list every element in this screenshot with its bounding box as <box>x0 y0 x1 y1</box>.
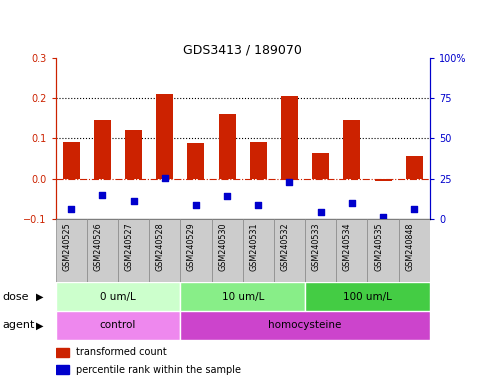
Point <box>99 192 106 198</box>
Text: GSM240527: GSM240527 <box>125 223 133 271</box>
Bar <box>180 282 305 311</box>
Bar <box>56 219 87 282</box>
Text: GSM240528: GSM240528 <box>156 223 165 271</box>
Text: GSM240526: GSM240526 <box>93 223 102 271</box>
Text: GSM240532: GSM240532 <box>281 223 289 271</box>
Bar <box>118 219 149 282</box>
Bar <box>63 142 80 179</box>
Text: GSM240531: GSM240531 <box>249 223 258 271</box>
Bar <box>336 219 368 282</box>
Bar <box>218 114 236 179</box>
Bar <box>56 311 180 340</box>
Bar <box>281 96 298 179</box>
Point <box>317 209 325 215</box>
Text: ▶: ▶ <box>36 320 44 331</box>
Bar <box>274 219 305 282</box>
Bar <box>406 156 423 179</box>
Point <box>348 200 356 206</box>
Bar <box>56 348 69 357</box>
Point <box>129 198 137 204</box>
Text: GSM240525: GSM240525 <box>62 223 71 271</box>
Text: GSM240530: GSM240530 <box>218 223 227 271</box>
Bar <box>212 219 242 282</box>
Bar <box>156 94 173 179</box>
Text: percentile rank within the sample: percentile rank within the sample <box>76 364 241 375</box>
Bar <box>343 120 360 179</box>
Bar <box>312 153 329 179</box>
Text: ▶: ▶ <box>36 291 44 302</box>
Text: GSM240533: GSM240533 <box>312 223 321 271</box>
Point <box>192 202 200 208</box>
Text: GSM240534: GSM240534 <box>343 223 352 271</box>
Text: GSM240848: GSM240848 <box>405 223 414 271</box>
Text: homocysteine: homocysteine <box>269 320 342 331</box>
Bar <box>94 120 111 179</box>
Bar <box>398 219 430 282</box>
Text: GSM240529: GSM240529 <box>187 223 196 271</box>
Text: control: control <box>100 320 136 331</box>
Bar <box>305 282 430 311</box>
Bar <box>374 179 392 180</box>
Point <box>161 175 169 181</box>
Point <box>67 206 75 212</box>
Point <box>285 179 293 185</box>
Title: GDS3413 / 189070: GDS3413 / 189070 <box>183 43 302 56</box>
Bar <box>149 219 180 282</box>
Point <box>379 214 387 220</box>
Text: agent: agent <box>2 320 35 331</box>
Bar <box>250 142 267 179</box>
Bar <box>187 143 204 179</box>
Point <box>255 202 262 208</box>
Bar <box>180 311 430 340</box>
Text: dose: dose <box>2 291 29 302</box>
Text: 100 um/L: 100 um/L <box>343 291 392 302</box>
Bar <box>125 130 142 179</box>
Point <box>223 193 231 199</box>
Bar <box>87 219 118 282</box>
Text: 0 um/L: 0 um/L <box>100 291 136 302</box>
Text: GSM240535: GSM240535 <box>374 223 383 271</box>
Bar <box>242 219 274 282</box>
Text: transformed count: transformed count <box>76 347 167 358</box>
Bar <box>56 365 69 374</box>
Bar <box>56 282 180 311</box>
Point <box>411 206 418 212</box>
Bar <box>305 219 336 282</box>
Text: 10 um/L: 10 um/L <box>222 291 264 302</box>
Bar <box>368 219 398 282</box>
Bar <box>180 219 212 282</box>
